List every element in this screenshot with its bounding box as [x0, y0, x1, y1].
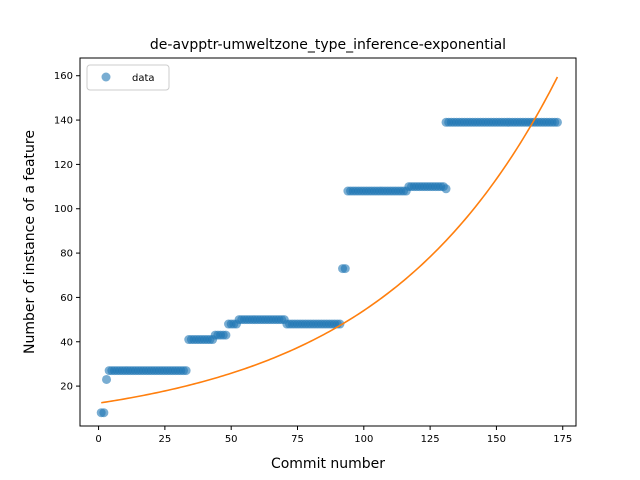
y-tick-label: 40 — [60, 337, 73, 348]
legend-box — [86, 64, 170, 91]
x-tick-label: 75 — [291, 434, 304, 445]
legend-label-data: data — [132, 73, 155, 84]
x-tick-label: 50 — [225, 434, 238, 445]
data-points — [96, 117, 562, 418]
axes-frame — [79, 57, 577, 427]
x-tick-label: 0 — [95, 434, 101, 445]
x-axis-label: Commit number — [271, 456, 385, 472]
y-axis-label: Number of instance of a feature — [22, 130, 38, 354]
data-point — [102, 374, 112, 384]
y-tick-label: 160 — [54, 71, 73, 82]
data-point — [99, 408, 109, 418]
chart-title: de-avpptr-umweltzone_type_inference-expo… — [150, 37, 506, 53]
data-point — [181, 366, 191, 376]
y-tick-label: 60 — [60, 293, 73, 304]
x-tick-label: 100 — [354, 434, 373, 445]
x-axis: 0 25 50 75 100 125 150 175 — [95, 426, 572, 445]
fit-line — [101, 76, 559, 404]
x-tick-label: 25 — [159, 434, 172, 445]
data-point — [340, 264, 350, 274]
legend: data — [86, 64, 170, 91]
y-axis: 20 40 60 80 100 120 140 160 — [54, 71, 80, 393]
x-tick-label: 125 — [421, 434, 440, 445]
plot-area — [96, 76, 562, 418]
data-point — [552, 117, 562, 127]
x-tick-label: 175 — [553, 434, 572, 445]
y-tick-label: 140 — [54, 116, 73, 127]
y-tick-label: 120 — [54, 160, 73, 171]
legend-marker-data — [101, 72, 111, 82]
x-tick-label: 150 — [487, 434, 506, 445]
y-tick-label: 20 — [60, 382, 73, 393]
data-point — [221, 330, 231, 340]
data-point — [441, 184, 451, 194]
y-tick-label: 80 — [60, 249, 73, 260]
y-tick-label: 100 — [54, 204, 73, 215]
